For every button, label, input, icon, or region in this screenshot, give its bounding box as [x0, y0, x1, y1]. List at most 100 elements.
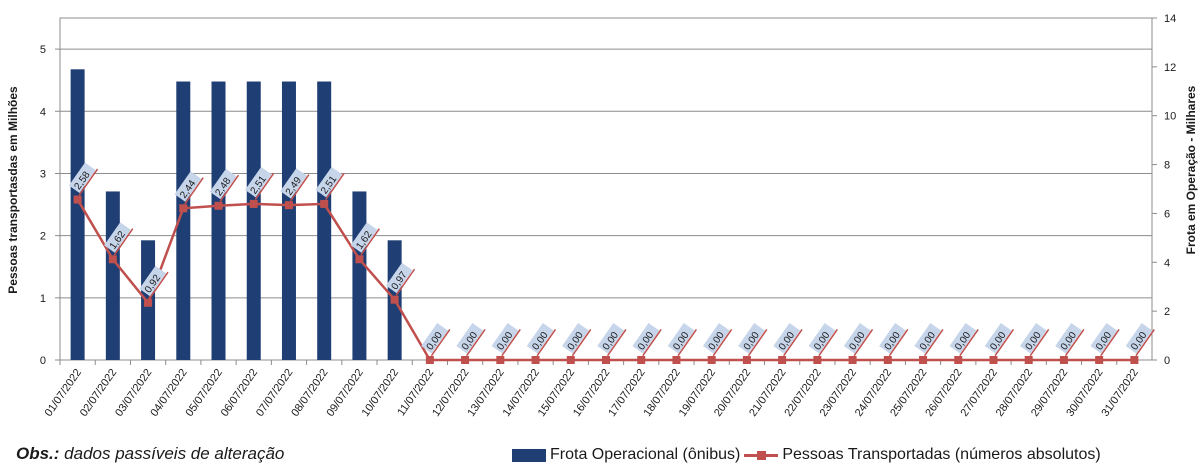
- line-marker: [954, 356, 963, 364]
- line-marker: [108, 255, 117, 264]
- data-label-callout: [536, 329, 557, 357]
- y-left-tick-label: 4: [40, 106, 46, 118]
- data-label-bg: [174, 171, 202, 202]
- data-label-bg: [808, 323, 836, 354]
- data-label-bg: [104, 222, 131, 253]
- data-label-bg: [245, 166, 272, 198]
- data-label-bg: [843, 323, 871, 354]
- data-label-bg: [350, 222, 378, 253]
- line-marker: [390, 295, 399, 304]
- data-label-callout: [818, 329, 838, 357]
- bar: [352, 191, 367, 360]
- data-label-group: 0,00: [526, 323, 557, 357]
- line-marker: [179, 204, 188, 213]
- bar: [211, 81, 226, 360]
- data-label-callout: [783, 329, 803, 357]
- line-marker: [989, 356, 998, 364]
- data-label-bg: [491, 323, 519, 354]
- data-label-group: 0,00: [879, 323, 909, 357]
- line-marker: [707, 356, 716, 364]
- data-label-callout: [642, 329, 662, 357]
- line-marker: [848, 356, 857, 364]
- data-label-callout: [994, 329, 1015, 357]
- line-marker: [73, 195, 82, 204]
- data-label-bg: [914, 323, 942, 354]
- data-label-group: 0,00: [421, 323, 451, 357]
- data-label-group: 0,00: [491, 323, 521, 357]
- bar: [176, 81, 191, 360]
- data-label-callout: [959, 329, 979, 357]
- data-label-callout: [184, 177, 204, 205]
- line-marker: [214, 201, 223, 210]
- data-label-callout: [395, 268, 416, 296]
- data-label-bg: [1019, 323, 1047, 354]
- line-marker: [144, 298, 153, 307]
- data-label-callout: [219, 174, 240, 202]
- data-labels: 2,581,620,922,44 2,48 2,51 2,49 2,511,620,97…: [68, 162, 1155, 357]
- line-marker: [1059, 356, 1068, 364]
- data-label-callout: [430, 329, 451, 357]
- data-label-callout: [677, 329, 698, 357]
- data-label-callout: [606, 329, 627, 357]
- data-label-bg: [949, 323, 977, 354]
- data-label-bg: [1055, 323, 1082, 354]
- data-label-bg: [421, 323, 448, 354]
- y-right-tick-label: 14: [1164, 13, 1176, 25]
- data-label-group: 0,00: [1125, 323, 1155, 357]
- data-label-bg: [562, 323, 589, 354]
- y-left-tick-label: 2: [40, 231, 46, 243]
- footnote-label: Obs.:: [16, 444, 60, 463]
- data-label-callout: [853, 329, 874, 357]
- data-label-callout: [888, 329, 909, 357]
- footnote-text: dados passíveis de alteração: [59, 444, 285, 463]
- data-label-group: 0,00: [914, 323, 944, 357]
- footnote: Obs.: dados passíveis de alteração: [16, 444, 284, 464]
- y-right-tick-label: 10: [1164, 111, 1176, 123]
- line-marker: [672, 356, 681, 364]
- line-marker: [284, 201, 293, 210]
- y-right-tick-label: 12: [1164, 62, 1176, 74]
- data-label-group: 0,00: [1090, 323, 1120, 357]
- data-label-callout: [1135, 329, 1155, 357]
- data-label-bg: [1125, 323, 1153, 354]
- data-label-group: 0,00: [562, 323, 592, 357]
- line-marker: [425, 356, 434, 364]
- data-label-bg: [456, 323, 484, 354]
- line-marker: [1130, 356, 1139, 364]
- data-label-callout: [571, 329, 592, 357]
- line-marker: [919, 356, 928, 364]
- data-label-group: 0,00: [984, 323, 1015, 357]
- bar: [246, 81, 261, 360]
- legend: Frota Operacional (ônibus) Pessoas Trans…: [512, 446, 1101, 464]
- line-marker: [355, 255, 364, 264]
- data-label-bg: [773, 323, 801, 354]
- line-marker: [1024, 356, 1033, 364]
- y-left-tick-label: 1: [40, 293, 46, 305]
- y-left-tick-label: 0: [40, 355, 46, 367]
- line-marker: [1095, 356, 1104, 364]
- data-label-callout: [501, 329, 521, 357]
- line-series: [73, 195, 1139, 364]
- data-label-callout: [712, 329, 733, 357]
- line-marker: [778, 356, 787, 364]
- data-label-group: 0,00: [667, 323, 698, 357]
- data-label-callout: [113, 228, 134, 256]
- data-label-bg: [68, 162, 96, 194]
- data-label-bg: [315, 166, 343, 198]
- line-marker: [813, 356, 822, 364]
- line-marker: [249, 199, 258, 208]
- y-right-tick-label: 4: [1164, 257, 1170, 269]
- y-axis-left-label: Pessoas transportasdas em Milhões: [6, 86, 20, 294]
- data-label-bg: [632, 323, 660, 354]
- data-label-group: 0,00: [702, 323, 733, 357]
- line-marker: [566, 356, 575, 364]
- data-label-callout: [924, 329, 944, 357]
- line-marker: [531, 356, 540, 364]
- data-label-bg: [1090, 323, 1118, 354]
- x-tick-label: 31/07/2022: [1099, 367, 1140, 419]
- line-marker: [602, 356, 610, 364]
- legend-bar-label: Frota Operacional (ônibus): [550, 446, 741, 463]
- line-marker: [637, 356, 646, 364]
- legend-bar-swatch: [512, 448, 546, 462]
- data-label-callout: [466, 329, 486, 357]
